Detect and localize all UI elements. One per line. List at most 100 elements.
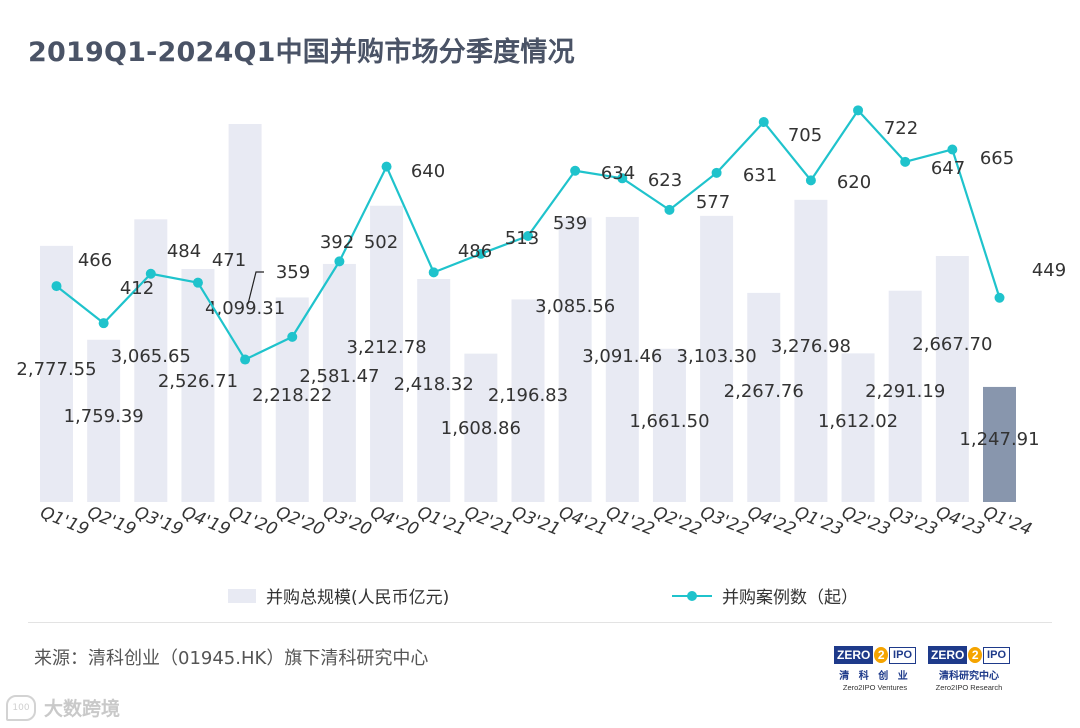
x-tick-label: Q2'19 (84, 503, 138, 540)
label-leader-line (247, 271, 264, 305)
line-value-label: 620 (837, 172, 871, 193)
bar-value-label: 1,247.91 (959, 429, 1039, 450)
line-value-label: 722 (884, 118, 918, 139)
bar-7 (370, 205, 404, 502)
bar-value-label: 2,291.19 (865, 381, 945, 402)
bar-8 (417, 279, 451, 502)
line-value-label: 665 (980, 148, 1014, 169)
zero2ipo-ventures-logo: ZERO 2 IPO 清 科 创 业 Zero2IPO Ventures (834, 645, 916, 692)
line-value-label: 705 (788, 125, 822, 146)
line-point-1 (98, 318, 109, 329)
line-value-label: 640 (411, 161, 445, 182)
x-tick-label: Q4'20 (367, 503, 421, 540)
bar-value-label: 3,103.30 (677, 346, 757, 367)
bar-value-label: 3,212.78 (346, 337, 426, 358)
bar-1 (87, 339, 121, 502)
x-tick-label: Q3'22 (697, 503, 751, 540)
x-tick-label: Q4'21 (556, 503, 610, 540)
x-tick-label: Q1'22 (603, 503, 657, 540)
line-value-label: 484 (167, 241, 201, 262)
bar-11 (558, 217, 592, 503)
line-value-label: 577 (696, 192, 730, 213)
legend-line-label: 并购案例数（起） (722, 588, 858, 608)
x-tick-label: Q3'20 (320, 503, 374, 540)
line-value-label: 623 (648, 170, 682, 191)
bar-3 (181, 269, 215, 502)
x-tick-label: Q1'20 (226, 503, 280, 540)
line-value-label: 486 (458, 241, 492, 262)
line-point-5 (287, 331, 298, 342)
line-value-label: 647 (931, 158, 965, 179)
watermark: 100 大数跨境 (6, 694, 120, 721)
bar-value-label: 2,667.70 (912, 334, 992, 355)
x-tick-label: Q4'19 (179, 503, 233, 540)
line-value-label: 513 (505, 228, 539, 249)
legend-line-swatch (672, 589, 712, 603)
bar-19 (935, 256, 969, 502)
bar-value-label: 2,267.76 (724, 381, 804, 402)
bar-12 (605, 216, 639, 502)
x-tick-label: Q1'23 (792, 503, 846, 540)
x-tick-label: Q3'21 (509, 503, 563, 540)
line-point-3 (192, 277, 203, 288)
x-tick-label: Q2'23 (839, 503, 893, 540)
bar-value-label: 3,091.46 (582, 346, 662, 367)
bar-9 (464, 353, 498, 502)
line-value-label: 502 (364, 232, 398, 253)
line-point-8 (428, 267, 439, 278)
bar-value-label: 2,777.55 (16, 359, 96, 380)
bar-14 (700, 215, 734, 502)
bar-4 (228, 124, 262, 502)
bar-value-label: 3,065.65 (111, 346, 191, 367)
line-value-label: 412 (120, 278, 154, 299)
line-value-label: 392 (320, 232, 354, 253)
line-point-17 (853, 105, 864, 116)
bar-13 (652, 348, 686, 502)
bar-value-label: 4,099.31 (205, 298, 285, 319)
legend-item-line[interactable]: 并购案例数（起） (672, 583, 858, 608)
legend-bar-swatch (228, 588, 256, 603)
line-point-16 (805, 175, 816, 186)
line-point-2 (145, 268, 156, 279)
line-point-18 (900, 156, 911, 167)
x-tick-label: Q4'23 (933, 503, 987, 540)
line-point-11 (570, 165, 581, 176)
line-value-label: 449 (1032, 260, 1066, 281)
watermark-icon: 100 (6, 694, 36, 721)
bar-value-label: 2,418.32 (394, 374, 474, 395)
line-value-label: 359 (276, 262, 310, 283)
line-point-10 (523, 230, 533, 241)
chart-plot: 2,777.55 1,759.39 3,065.65 2,526.71 4,099.31… (16, 105, 1066, 540)
bar-20 (983, 386, 1016, 502)
bar-15 (747, 292, 781, 502)
bar-6 (322, 263, 356, 502)
bar-17 (841, 353, 875, 502)
x-tick-label: Q4'22 (744, 503, 798, 540)
source-note: 来源：清科创业（01945.HK）旗下清科研究中心 (34, 648, 429, 669)
legend-item-bars[interactable]: 并购总规模(人民币亿元) (228, 583, 449, 608)
zero2ipo-research-logo: ZERO 2 IPO 清科研究中心 Zero2IPO Research (928, 645, 1010, 692)
bar-value-label: 2,581.47 (299, 366, 379, 387)
bar-10 (511, 299, 545, 502)
bar-value-label: 2,196.83 (488, 385, 568, 406)
x-tick-label: Q1'21 (414, 503, 468, 540)
line-value-label: 631 (743, 165, 777, 186)
line-point-20 (994, 292, 1005, 303)
line-point-6 (334, 256, 345, 267)
x-tick-label: Q1'24 (980, 503, 1034, 540)
bar-18 (888, 290, 922, 502)
footer-divider (28, 622, 1052, 623)
x-tick-label: Q2'21 (462, 503, 516, 540)
line-point-0 (51, 281, 62, 292)
x-tick-label: Q3'19 (132, 503, 186, 540)
line-value-label: 634 (601, 163, 635, 184)
line-point-13 (664, 204, 675, 215)
bar-value-label: 1,759.39 (64, 406, 144, 427)
line-point-15 (758, 117, 769, 128)
bar-value-label: 1,612.02 (818, 411, 898, 432)
bar-value-label: 3,085.56 (535, 296, 615, 317)
x-tick-label: Q2'22 (650, 503, 704, 540)
bar-value-label: 2,218.22 (252, 385, 332, 406)
x-tick-label: Q2'20 (273, 503, 327, 540)
x-tick-label: Q1'19 (37, 503, 91, 540)
